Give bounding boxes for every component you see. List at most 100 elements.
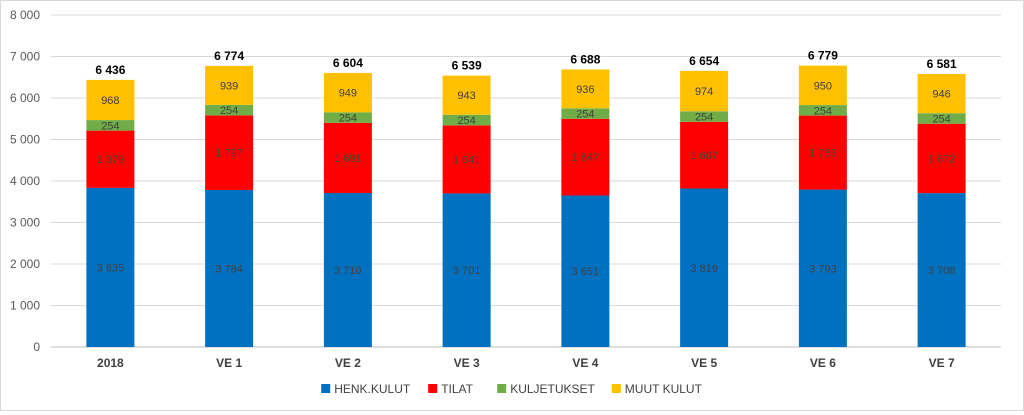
data-label: 946 (932, 89, 950, 101)
bar-segment-henk-kulut (86, 187, 135, 347)
data-label: 254 (814, 105, 832, 117)
bar-segment-muut-kulut (86, 79, 135, 121)
data-label: 974 (695, 86, 713, 98)
y-tick-label: 8 000 (10, 8, 40, 22)
bar-segment-tilat (917, 123, 966, 194)
bar-segment-henk-kulut (798, 189, 847, 347)
bar-segment-kuljetukset (86, 120, 135, 131)
bar-segment-muut-kulut (917, 73, 966, 114)
legend-swatch (321, 384, 331, 393)
bar-segment-tilat (442, 125, 491, 194)
bar-segment-henk-kulut (680, 188, 729, 347)
total-label: 6 654 (689, 54, 719, 68)
data-label: 3 708 (928, 265, 956, 277)
bar-segment-tilat (86, 130, 135, 188)
bar-segment-muut-kulut (798, 65, 847, 106)
legend-label: MUUT KULUT (625, 382, 703, 396)
data-label: 943 (457, 90, 475, 102)
data-label: 1 607 (690, 150, 718, 162)
data-label: 936 (576, 84, 594, 96)
segment-labels: 3 835 1 379 254 968 3 784 1 797 254 939 3 710 1 6… (97, 80, 956, 278)
bar-segment-tilat (323, 122, 372, 194)
bar-segment-kuljetukset (798, 105, 847, 116)
bar-segment-kuljetukset (442, 114, 491, 126)
data-label: 254 (339, 113, 357, 125)
bar-segment-tilat (561, 118, 610, 196)
x-tick-label: VE 3 (454, 356, 480, 370)
bars (86, 65, 966, 347)
total-label: 6 774 (214, 49, 244, 63)
data-label: 1 847 (572, 152, 600, 164)
data-label: 3 651 (572, 266, 600, 278)
total-label: 6 779 (808, 49, 838, 63)
y-tick-label: 0 (33, 340, 40, 354)
bar-segment-henk-kulut (205, 189, 254, 347)
bar-segment-kuljetukset (917, 113, 966, 124)
bar-segment-tilat (680, 121, 729, 189)
gridlines (51, 14, 1001, 348)
data-label: 949 (339, 88, 357, 100)
data-label: 1 783 (809, 148, 837, 160)
bar-segment-kuljetukset (205, 104, 254, 116)
legend: HENK.KULUT TILAT KULJETUKSET MUUT KULUT (321, 382, 703, 396)
data-label: 3 819 (690, 263, 718, 275)
bar-segment-kuljetukset (561, 108, 610, 119)
x-axis-ticks: 2018 VE 1 VE 2 VE 3 VE 4 VE 5 VE 6 VE 7 (97, 356, 955, 370)
x-tick-label: VE 1 (216, 356, 242, 370)
total-label: 6 436 (95, 63, 125, 77)
bar-segment-muut-kulut (680, 70, 729, 112)
total-label: 6 688 (570, 52, 600, 66)
total-labels: 6 436 6 774 6 604 6 539 6 688 6 654 6 779 6 581 (95, 49, 957, 77)
data-label: 254 (457, 115, 475, 127)
data-label: 254 (932, 113, 950, 125)
x-tick-label: VE 6 (810, 356, 836, 370)
legend-swatch (497, 384, 507, 393)
total-label: 6 604 (333, 56, 363, 70)
data-label: 254 (220, 105, 238, 117)
data-label: 1 641 (453, 154, 481, 166)
bar-segment-muut-kulut (205, 65, 254, 105)
data-label: 3 784 (215, 263, 243, 275)
data-label: 1 691 (334, 153, 362, 165)
bar-segment-henk-kulut (561, 195, 610, 347)
y-tick-label: 1 000 (10, 299, 40, 313)
y-tick-label: 4 000 (10, 174, 40, 188)
bar-segment-tilat (205, 115, 254, 190)
data-label: 3 793 (809, 263, 837, 275)
data-label: 1 379 (97, 154, 125, 166)
x-tick-label: VE 7 (929, 356, 955, 370)
legend-label: KULJETUKSET (510, 382, 595, 396)
data-label: 1 797 (215, 148, 243, 160)
y-tick-label: 2 000 (10, 257, 40, 271)
y-tick-label: 7 000 (10, 50, 40, 64)
data-label: 3 710 (334, 265, 362, 277)
bar-segment-muut-kulut (323, 72, 372, 113)
data-label: 3 835 (97, 262, 125, 274)
data-label: 254 (576, 109, 594, 121)
y-tick-label: 6 000 (10, 91, 40, 105)
legend-label: TILAT (441, 382, 473, 396)
y-axis-ticks: 0 1 000 2 000 3 000 4 000 5 000 6 000 7 000 8 00… (10, 8, 40, 354)
data-label: 939 (220, 80, 238, 92)
legend-label: HENK.KULUT (334, 382, 411, 396)
y-tick-label: 3 000 (10, 216, 40, 230)
bar-segment-kuljetukset (323, 112, 372, 123)
x-tick-label: VE 2 (335, 356, 361, 370)
bar-segment-muut-kulut (442, 75, 491, 115)
bar-segment-henk-kulut (917, 193, 966, 347)
bar-segment-henk-kulut (442, 193, 491, 347)
x-tick-label: 2018 (97, 356, 124, 370)
data-label: 1 672 (928, 153, 956, 165)
data-label: 254 (101, 120, 119, 132)
total-label: 6 581 (927, 57, 957, 71)
bar-segment-kuljetukset (680, 111, 729, 122)
data-label: 254 (695, 112, 713, 124)
bar-segment-tilat (798, 115, 847, 190)
data-label: 968 (101, 95, 119, 107)
x-tick-label: VE 5 (691, 356, 717, 370)
x-tick-label: VE 4 (572, 356, 598, 370)
total-label: 6 539 (452, 59, 482, 73)
legend-swatch (428, 384, 438, 393)
